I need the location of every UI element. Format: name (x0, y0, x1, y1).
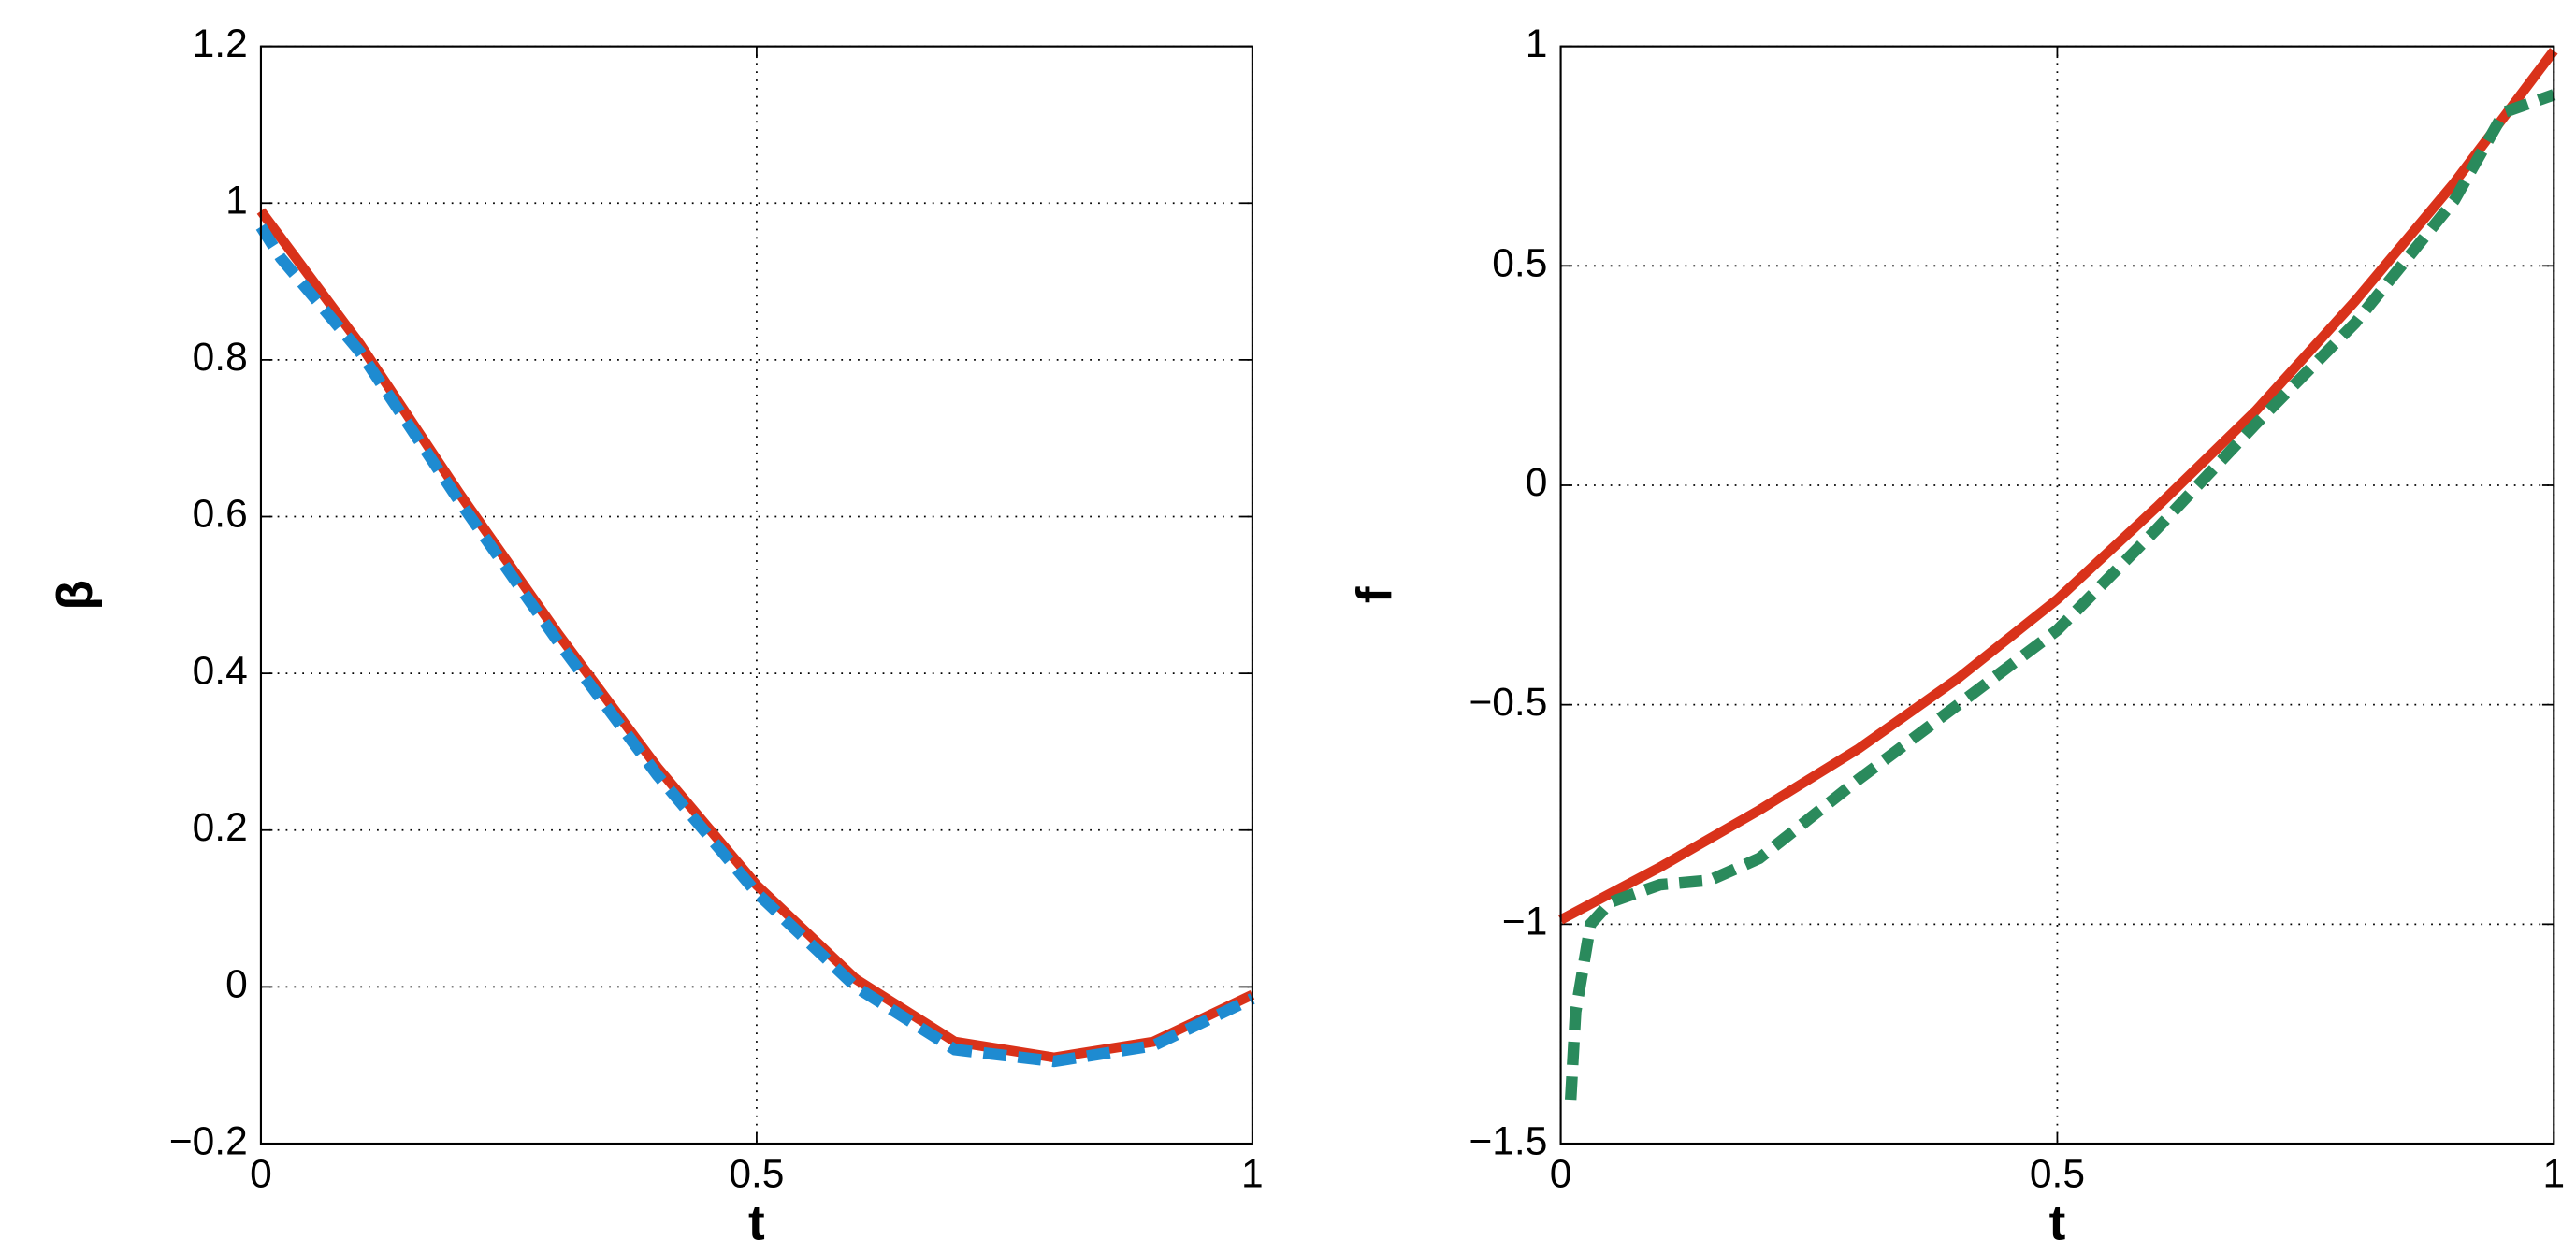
x-tick-label: 0.5 (2030, 1152, 2085, 1197)
y-tick-label: 0.4 (193, 648, 248, 693)
y-tick-label: 0 (225, 962, 248, 1007)
x-tick-label: 0 (250, 1152, 272, 1197)
axes-box (259, 45, 1253, 1145)
y-tick-label: −1.5 (1469, 1118, 1547, 1163)
y-tick-label: 0.6 (193, 492, 248, 537)
y-tick-label: 1 (225, 178, 248, 223)
axes-box (1559, 45, 2555, 1145)
y-tick-label: 0.2 (193, 805, 248, 850)
y-tick-label: 0 (1526, 460, 1548, 505)
y-tick-label: 1 (1526, 22, 1548, 66)
dashed-line (1564, 89, 2556, 1101)
x-tick-label: 1 (2542, 1152, 2565, 1197)
y-tick-label: 0.5 (1492, 241, 1547, 286)
y-tick-label: −0.5 (1469, 680, 1547, 725)
x-axis-label: t (748, 1196, 765, 1251)
y-tick-label: −1 (1502, 900, 1547, 944)
y-tick-label: 1.2 (193, 22, 248, 66)
solid-line (1558, 48, 2558, 925)
x-tick-label: 0.5 (729, 1152, 784, 1197)
x-tick-label: 0 (1550, 1152, 1572, 1197)
y-tick-label: −0.2 (169, 1118, 248, 1163)
dashed-line (255, 223, 1255, 1068)
y-tick-label: 0.8 (193, 335, 248, 380)
x-axis-label: t (2049, 1196, 2066, 1251)
y-axis-label: β (48, 580, 103, 610)
y-axis-label: f (1348, 586, 1403, 603)
x-tick-label: 1 (1241, 1152, 1264, 1197)
